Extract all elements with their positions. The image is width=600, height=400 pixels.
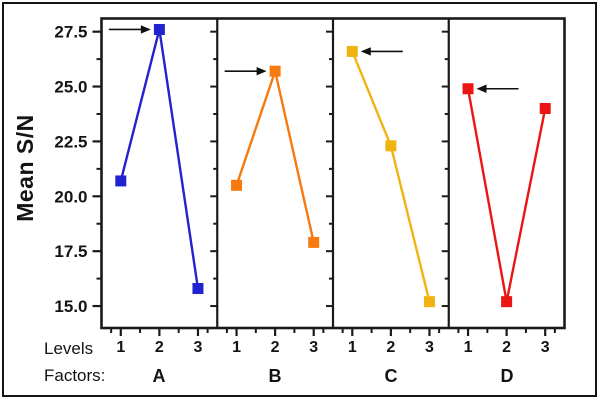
x-tick-label: 2 — [271, 339, 280, 356]
series-line-c — [351, 50, 431, 302]
x-tick-label: 1 — [464, 339, 473, 356]
factor-label-b: B — [268, 366, 282, 386]
data-point-c2 — [385, 140, 397, 152]
factor-label-d: D — [500, 366, 514, 386]
arrowhead-icon — [140, 25, 151, 34]
arrowhead-icon — [360, 47, 371, 56]
levels-label: Levels — [44, 339, 94, 358]
factors-label: Factors: — [44, 366, 106, 385]
arrowhead-icon — [476, 84, 487, 93]
x-tick-label: 3 — [309, 339, 318, 356]
x-tick-label: 2 — [155, 339, 164, 356]
factor-label-a: A — [152, 366, 166, 386]
data-point-c1 — [346, 45, 358, 57]
data-point-b2 — [269, 65, 281, 77]
arrowhead-icon — [256, 66, 267, 76]
y-tick-label: 17.5 — [54, 242, 87, 261]
data-point-d1 — [462, 83, 474, 95]
x-tick-label: 1 — [232, 339, 241, 356]
y-tick-label: 15.0 — [54, 297, 87, 316]
x-tick-label: 1 — [348, 339, 357, 356]
y-tick-label: 27.5 — [54, 23, 87, 42]
data-point-d2 — [501, 296, 513, 308]
data-point-c3 — [423, 296, 435, 308]
data-point-a2 — [153, 23, 165, 35]
x-tick-label: 2 — [502, 339, 511, 356]
y-axis-title: Mean S/N — [12, 114, 38, 222]
series-line-d — [466, 88, 547, 302]
x-tick-label: 3 — [425, 339, 434, 356]
series-line-a — [119, 29, 200, 289]
data-point-a1 — [115, 175, 127, 187]
data-point-d3 — [539, 102, 551, 114]
data-point-b1 — [231, 179, 243, 191]
data-point-a3 — [192, 282, 204, 294]
y-tick-label: 20.0 — [54, 187, 87, 206]
x-tick-label: 1 — [116, 339, 125, 356]
x-tick-label: 2 — [386, 339, 395, 356]
y-tick-label: 22.5 — [54, 132, 87, 151]
factor-label-c: C — [384, 366, 398, 386]
data-point-b3 — [308, 236, 320, 248]
series-line-b — [235, 66, 315, 243]
x-tick-label: 3 — [541, 339, 550, 356]
x-tick-label: 3 — [194, 339, 203, 356]
y-tick-label: 25.0 — [54, 78, 87, 97]
